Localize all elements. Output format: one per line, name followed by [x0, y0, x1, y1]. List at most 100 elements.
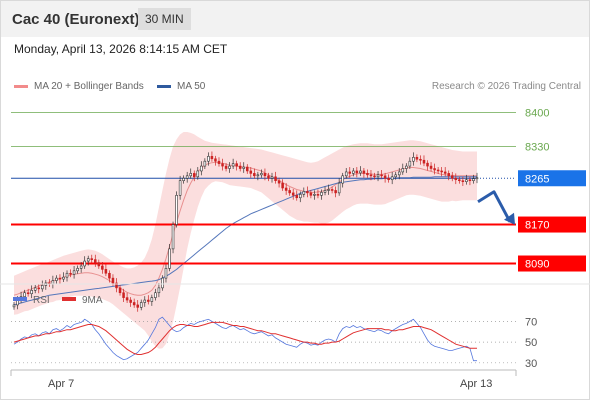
candle-body: [79, 265, 83, 269]
candle-body: [313, 194, 316, 196]
pivot-label: 8265: [525, 173, 549, 185]
candle-body: [475, 177, 479, 180]
candle-body: [337, 182, 341, 194]
candle-body: [69, 272, 72, 275]
candle-body: [182, 177, 185, 181]
candle-body: [111, 277, 115, 284]
candle-body: [203, 160, 207, 167]
candle-body: [178, 180, 182, 196]
candle-body: [224, 165, 228, 169]
candle-body: [454, 177, 458, 181]
candle-body: [143, 299, 147, 303]
candle-body: [185, 175, 189, 179]
legend-label-bollinger: MA 20 + Bollinger Bands: [34, 81, 144, 92]
candle-body: [334, 190, 337, 194]
candle-body: [118, 287, 122, 294]
candle-body: [72, 270, 76, 275]
candle-body: [468, 179, 472, 182]
resistance-label: 8330: [525, 142, 549, 154]
candle-body: [76, 268, 79, 272]
period-button[interactable]: 30 MIN: [138, 8, 191, 30]
candle-body: [263, 173, 267, 177]
candle-body: [415, 157, 419, 160]
rsi-ma-line: [13, 321, 477, 355]
candle-body: [129, 299, 132, 303]
candle-body: [101, 265, 104, 270]
candle-body: [429, 165, 433, 169]
candle-body: [83, 260, 86, 267]
candle-body: [366, 173, 369, 176]
candle-body: [291, 192, 295, 196]
candle-body: [295, 195, 299, 199]
x-tick-label: Apr 13: [460, 378, 492, 390]
timestamp: Monday, April 13, 2026 8:14:15 AM CET: [14, 42, 228, 56]
candle-body: [440, 170, 443, 173]
candle-body: [108, 272, 111, 279]
rsi-legend-swatch: [13, 297, 27, 301]
candle-body: [23, 292, 26, 297]
candle-body: [12, 304, 16, 308]
candle-body: [316, 194, 320, 196]
candle-body: [281, 182, 284, 189]
candle-body: [90, 258, 94, 260]
candle-body: [306, 191, 309, 194]
candle-body: [196, 170, 200, 178]
candle-body: [260, 173, 263, 176]
candle-body: [249, 170, 253, 174]
support-label: 8170: [525, 220, 549, 232]
rsi-ma-legend-label: 9MA: [82, 295, 103, 306]
candle-body: [214, 158, 217, 162]
rsi-tick-label: 50: [525, 337, 537, 349]
candle-body: [217, 160, 221, 164]
candle-body: [443, 171, 447, 174]
header-bar: Cac 40 (Euronext) 30 MIN: [1, 1, 589, 37]
candle-body: [154, 292, 157, 298]
candle-body: [397, 171, 401, 176]
candle-body: [189, 173, 192, 177]
candle-body: [97, 262, 101, 267]
candle-body: [359, 170, 362, 174]
candle-body: [104, 269, 108, 274]
candle-body: [458, 179, 461, 182]
candle-body: [327, 189, 330, 191]
candle-body: [94, 259, 97, 263]
candle-body: [164, 268, 168, 279]
candle-body: [465, 179, 468, 182]
candle-body: [299, 194, 302, 199]
bollinger-band-fill: [14, 132, 477, 349]
candle-body: [235, 163, 238, 167]
candle-body: [157, 287, 161, 294]
candle-body: [228, 165, 231, 169]
candle-body: [55, 277, 58, 281]
candle-body: [355, 170, 359, 174]
candle-body: [380, 174, 383, 177]
candle-body: [115, 282, 118, 289]
legend-bollinger: MA 20 + Bollinger Bands: [14, 81, 144, 92]
candle-body: [26, 292, 30, 295]
candle-body: [373, 175, 376, 178]
candle-body: [168, 248, 171, 269]
candle-body: [408, 160, 412, 167]
candle-body: [86, 258, 90, 262]
candle-body: [376, 174, 380, 178]
candle-body: [231, 163, 235, 167]
candle-body: [65, 272, 69, 278]
resistance-label: 8400: [525, 107, 549, 119]
ma20-line: [13, 161, 477, 296]
candle-body: [405, 165, 408, 169]
candle-body: [210, 156, 214, 160]
candle-body: [62, 276, 65, 280]
legend-label-ma50: MA 50: [177, 81, 206, 92]
candle-body: [200, 165, 203, 172]
candle-body: [450, 175, 454, 179]
support-tag: [518, 255, 586, 272]
candle-body: [161, 277, 164, 289]
candle-body: [267, 175, 270, 179]
candle-body: [246, 166, 249, 172]
rsi-ma-legend-swatch: [62, 297, 76, 301]
candle-body: [422, 159, 426, 164]
candle-body: [58, 277, 62, 280]
candle-body: [412, 157, 415, 162]
rsi-legend-label: RSI: [33, 295, 50, 306]
